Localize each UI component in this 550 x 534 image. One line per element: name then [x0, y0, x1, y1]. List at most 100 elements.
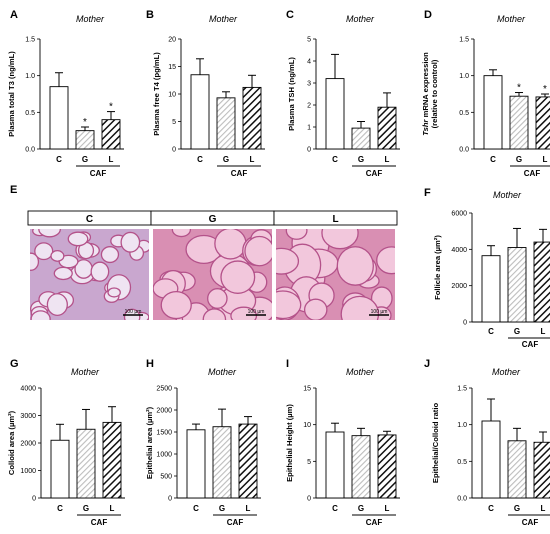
panel-subtitle: Mother: [346, 14, 375, 24]
y-tick-label: 0: [168, 496, 172, 503]
significance-marker: *: [517, 83, 521, 94]
y-tick-label: 0.5: [25, 110, 35, 117]
chart-panel-g: G Mother 0 1000 2000 3000 4000 Colloid area (µm…: [7, 358, 125, 527]
chart-panel-f: F Mother 0 2000 4000 6000 Follicle area (µm²) C…: [424, 187, 550, 349]
chart-panel-i: I Mother 0 5 10 15 Epithelial Height (µm) C G LCA…: [285, 358, 400, 527]
panel-subtitle: Mother: [492, 367, 521, 377]
bar-c: [49, 86, 69, 150]
y-tick-label: 500: [160, 474, 172, 481]
scale-bar-label: 100 µm: [248, 309, 265, 315]
category-label: L: [109, 155, 114, 164]
category-label: G: [83, 504, 89, 513]
y-tick-label: 2: [307, 103, 311, 110]
y-axis-label: Plasma free T4 (pg/mL): [152, 52, 161, 136]
category-label: L: [541, 327, 546, 336]
y-tick-label: 1: [307, 125, 311, 132]
category-label: G: [358, 155, 364, 164]
caf-label: CAF: [90, 169, 107, 178]
y-tick-label: 10: [303, 422, 311, 429]
y-tick-label: 5: [307, 459, 311, 466]
panel-letter: C: [286, 9, 294, 21]
y-axis-label: Plasma total T3 (ng/mL): [7, 51, 16, 137]
category-label: L: [385, 155, 390, 164]
y-axis-label: Epithelial Height (µm): [285, 404, 294, 482]
y-tick-label: 6000: [451, 211, 467, 218]
y-tick-label: 0: [307, 147, 311, 154]
caf-label: CAF: [366, 518, 383, 527]
category-label: C: [57, 504, 63, 513]
panel-letter: B: [146, 9, 154, 21]
y-axis-label: Tshr mRNA expression(relative to control…: [421, 52, 439, 136]
panel-letter: J: [424, 358, 430, 370]
chart-panel-a: A Mother 0.0 0.5 1.0 1.5 Plasma total T3 (ng/m…: [7, 9, 124, 178]
bar-c: [483, 75, 503, 150]
bar-g: [507, 247, 527, 323]
significance-marker: *: [83, 117, 87, 128]
bar-l: [377, 106, 397, 150]
y-tick-label: 1.5: [459, 37, 469, 44]
y-tick-label: 20: [168, 37, 176, 44]
bar-l: [533, 441, 550, 499]
y-tick-label: 3: [307, 81, 311, 88]
category-label: C: [488, 327, 494, 336]
category-label: L: [110, 504, 115, 513]
caf-label: CAF: [366, 169, 383, 178]
chart-panel-j: J Mother 0.0 0.5 1.0 1.5 Epithelial/Colloid ra…: [424, 358, 550, 527]
bar-c: [186, 429, 206, 499]
histology-image-l: 100 µm: [276, 229, 395, 320]
category-label: G: [358, 504, 364, 513]
y-tick-label: 15: [168, 64, 176, 71]
category-label: G: [223, 155, 229, 164]
bar-c: [325, 78, 345, 150]
category-label: C: [197, 155, 203, 164]
y-tick-label: 10: [168, 92, 176, 99]
y-tick-label: 0.0: [459, 147, 469, 154]
caf-label: CAF: [227, 518, 244, 527]
bar-g: [76, 428, 96, 499]
category-label: C: [490, 155, 496, 164]
bar-l: [242, 86, 262, 150]
y-tick-label: 2000: [156, 408, 172, 415]
scale-bar-label: 100 µm: [371, 309, 388, 315]
bar-l: [535, 96, 550, 150]
chart-panel-d: D Mother 0.0 0.5 1.0 1.5 Tshr mRNA expression(…: [421, 9, 550, 178]
bar-c: [325, 431, 345, 499]
panel-letter: A: [10, 9, 18, 21]
y-axis-label: Epithelial/Colloid ratio: [431, 403, 440, 484]
category-label: G: [516, 155, 522, 164]
y-tick-label: 0: [32, 496, 36, 503]
y-tick-label: 0.0: [457, 496, 467, 503]
y-tick-label: 1500: [156, 430, 172, 437]
panel-subtitle: Mother: [497, 14, 526, 24]
panel-subtitle: Mother: [209, 14, 238, 24]
bar-g: [507, 440, 527, 499]
panel-subtitle: Mother: [346, 367, 375, 377]
panel-subtitle: Mother: [76, 14, 105, 24]
chart-panel-b: B Mother 0 5 10 15 20 Plasma free T4 (pg/mL) C G L…: [146, 9, 265, 178]
panel-letter: E: [10, 184, 17, 196]
y-tick-label: 5: [307, 37, 311, 44]
y-axis-label: Follicle area (µm²): [433, 235, 442, 300]
category-label: C: [193, 504, 199, 513]
panel-letter: H: [146, 358, 154, 370]
category-label: C: [56, 155, 62, 164]
y-axis-label: Epithelial area (µm²): [145, 406, 154, 479]
y-tick-label: 0.5: [457, 459, 467, 466]
category-label: L: [250, 155, 255, 164]
y-tick-label: 1000: [156, 452, 172, 459]
bar-g: [509, 95, 529, 150]
bar-c: [190, 74, 210, 150]
panel-subtitle: Mother: [208, 367, 237, 377]
histology-panel-E: E C 100 µm G 100 µm L 100 µm: [10, 184, 398, 320]
caf-label: CAF: [522, 518, 539, 527]
bar-g: [351, 435, 371, 499]
bar-c: [481, 255, 501, 323]
y-tick-label: 2000: [451, 283, 467, 290]
y-tick-label: 1.5: [25, 37, 35, 44]
y-tick-label: 2500: [156, 386, 172, 393]
panel-letter: F: [424, 187, 431, 199]
bar-c: [50, 439, 70, 499]
caf-label: CAF: [524, 169, 541, 178]
